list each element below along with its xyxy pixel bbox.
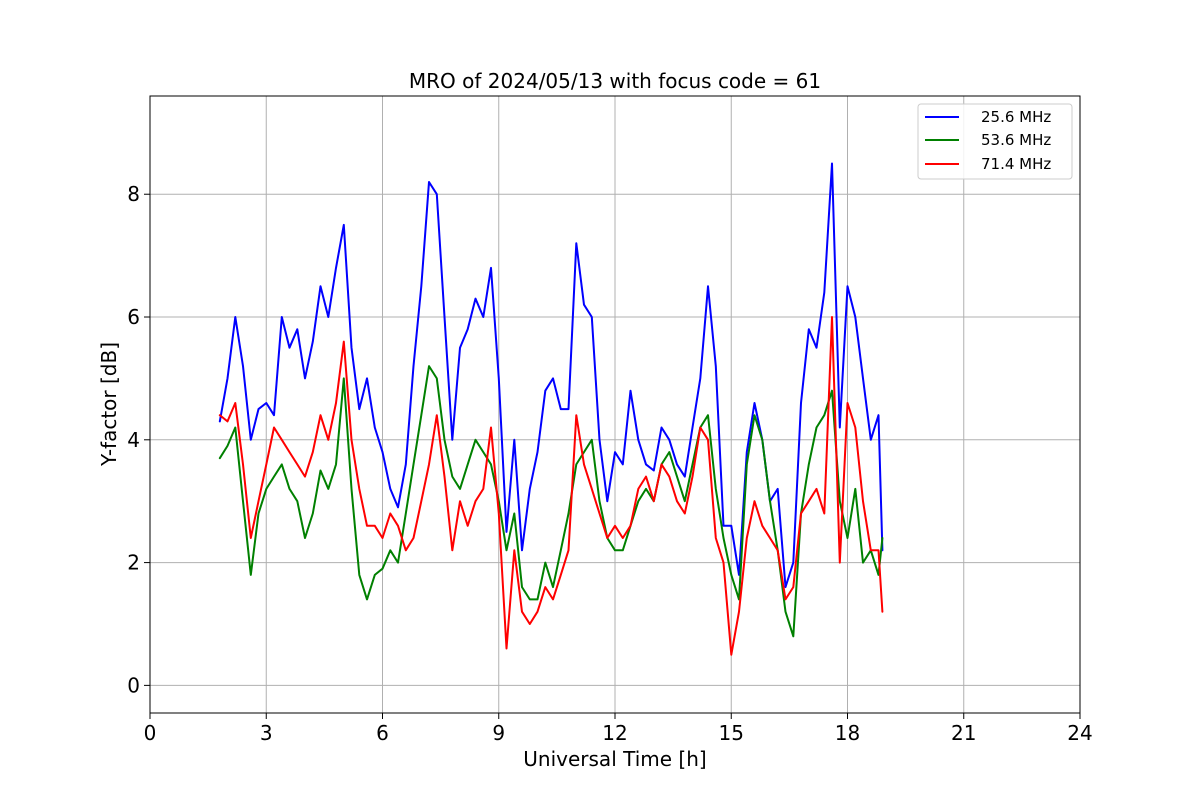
series-line-53-6-mhz [218,365,884,638]
legend-box [917,103,1073,180]
x-axis-label: Universal Time [h] [523,747,706,771]
y-tick-label: 8 [127,182,140,206]
legend-label-53-6-mhz: 53.6 MHz [981,131,1051,149]
x-tick-label: 3 [260,721,273,745]
x-tick-label: 9 [492,721,505,745]
legend-label-25-6-mhz: 25.6 MHz [981,108,1051,126]
y-tick-label: 0 [127,673,140,697]
y-tick-label: 4 [127,428,140,452]
x-tick-label: 24 [1067,721,1092,745]
x-tick-label: 21 [951,721,976,745]
x-tick-label: 18 [835,721,860,745]
legend-label-71-4-mhz: 71.4 MHz [981,155,1051,173]
x-tick-label: 15 [719,721,744,745]
chart-title: MRO of 2024/05/13 with focus code = 61 [409,69,821,93]
series-line-71-4-mhz [218,316,884,656]
x-tick-label: 0 [144,721,157,745]
legend: 25.6 MHz 53.6 MHz 71.4 MHz [917,103,1073,180]
x-tick-label: 6 [376,721,389,745]
series-line-25-6-mhz [218,162,884,589]
x-tick-label: 12 [602,721,627,745]
y-tick-label: 6 [127,305,140,329]
series-lines [218,162,884,656]
y-tick-label: 2 [127,551,140,575]
y-axis-label: Y-factor [dB] [97,342,121,467]
